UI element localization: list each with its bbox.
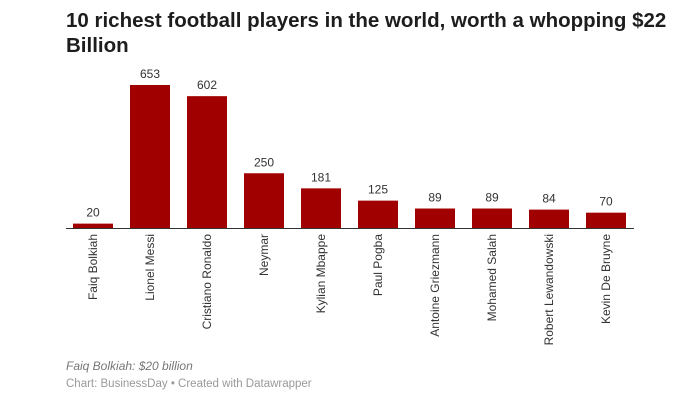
bar (358, 200, 398, 228)
bar (529, 209, 569, 228)
category-label: Cristiano Ronaldo (200, 234, 214, 330)
category-label: Kylian Mbappe (314, 234, 328, 314)
category-label: Lionel Messi (143, 234, 157, 301)
bar (130, 85, 170, 228)
chart-notes: Faiq Bolkiah: $20 billion (66, 359, 193, 373)
category-label: Robert Lewandowski (542, 234, 556, 345)
bar (73, 223, 113, 228)
data-label: 250 (254, 155, 274, 169)
data-label: 20 (86, 206, 100, 220)
data-label: 84 (542, 192, 556, 206)
bar (472, 208, 512, 228)
category-label: Faiq Bolkiah (86, 234, 100, 300)
category-label: Kevin De Bruyne (599, 234, 613, 324)
bar (415, 208, 455, 228)
data-label: 89 (428, 191, 442, 205)
bar (301, 188, 341, 228)
bar (187, 96, 227, 228)
category-label: Neymar (257, 234, 271, 276)
data-label: 89 (485, 191, 499, 205)
category-label: Antoine Griezmann (428, 234, 442, 337)
chart-source: Chart: BusinessDay • Created with Datawr… (66, 378, 312, 390)
category-label: Paul Pogba (371, 234, 385, 296)
category-label: Mohamed Salah (485, 234, 499, 321)
chart-title: 10 richest football players in the world… (66, 9, 667, 57)
bar-chart: 20 Faiq Bolkiah 653 Lionel Messi 602 Cristian… (66, 67, 634, 345)
data-label: 181 (311, 170, 331, 184)
bar (586, 212, 626, 228)
data-label: 125 (368, 183, 388, 197)
data-label: 70 (599, 195, 613, 209)
data-label: 602 (197, 78, 217, 92)
bar (244, 173, 284, 228)
data-label: 653 (140, 67, 160, 81)
